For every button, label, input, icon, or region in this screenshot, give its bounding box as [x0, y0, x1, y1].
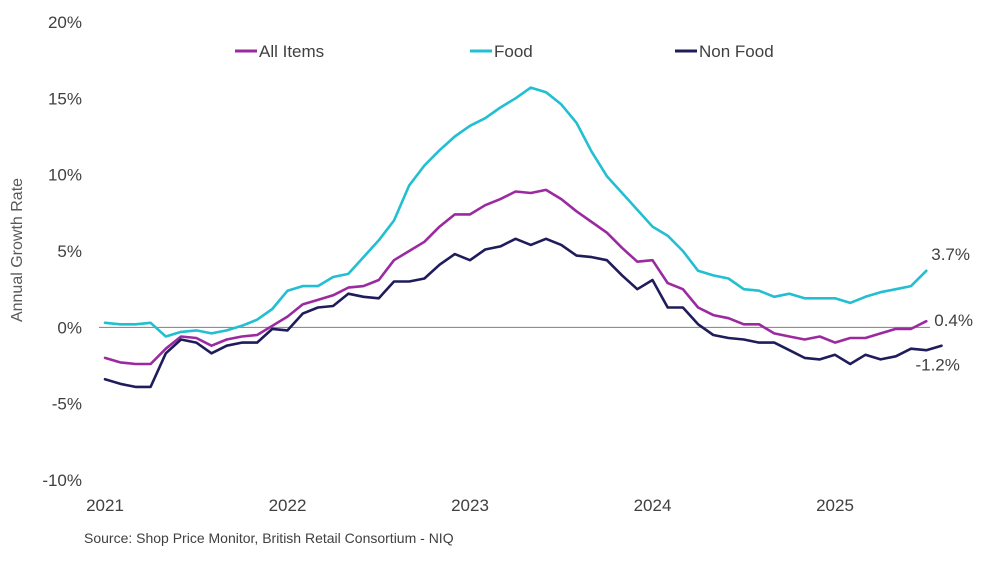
y-tick-label: 15% — [48, 89, 82, 108]
y-tick-label: 0% — [57, 318, 82, 337]
series-line-all-items — [103, 188, 928, 366]
legend-label: Non Food — [699, 42, 774, 61]
series-lines — [103, 86, 943, 389]
legend-label: All Items — [259, 42, 324, 61]
x-tick-label: 2021 — [86, 496, 124, 515]
x-tick-label: 2023 — [451, 496, 489, 515]
y-tick-label: -5% — [52, 395, 82, 414]
end-label-non-food: -1.2% — [915, 356, 959, 375]
x-tick-label: 2024 — [634, 496, 672, 515]
y-tick-label: 20% — [48, 13, 82, 32]
series-line-non-food — [103, 237, 943, 389]
y-axis-title: Annual Growth Rate — [9, 178, 26, 322]
y-axis-ticks: 20% 15% 10% 5% 0% -5% -10% — [42, 13, 82, 490]
end-label-food: 3.7% — [931, 245, 970, 264]
legend-label: Food — [494, 42, 533, 61]
series-line-food — [103, 86, 928, 338]
x-tick-label: 2025 — [816, 496, 854, 515]
x-axis-ticks: 2021 2022 2023 2024 2025 — [86, 496, 854, 515]
y-tick-label: -10% — [42, 471, 82, 490]
legend: All Items Food Non Food — [235, 42, 774, 61]
y-tick-label: 5% — [57, 242, 82, 261]
x-tick-label: 2022 — [269, 496, 307, 515]
source-note: Source: Shop Price Monitor, British Reta… — [84, 530, 454, 546]
end-labels: 0.4% 3.7% -1.2% — [915, 245, 973, 375]
y-tick-label: 10% — [48, 166, 82, 185]
end-label-all-items: 0.4% — [934, 311, 973, 330]
